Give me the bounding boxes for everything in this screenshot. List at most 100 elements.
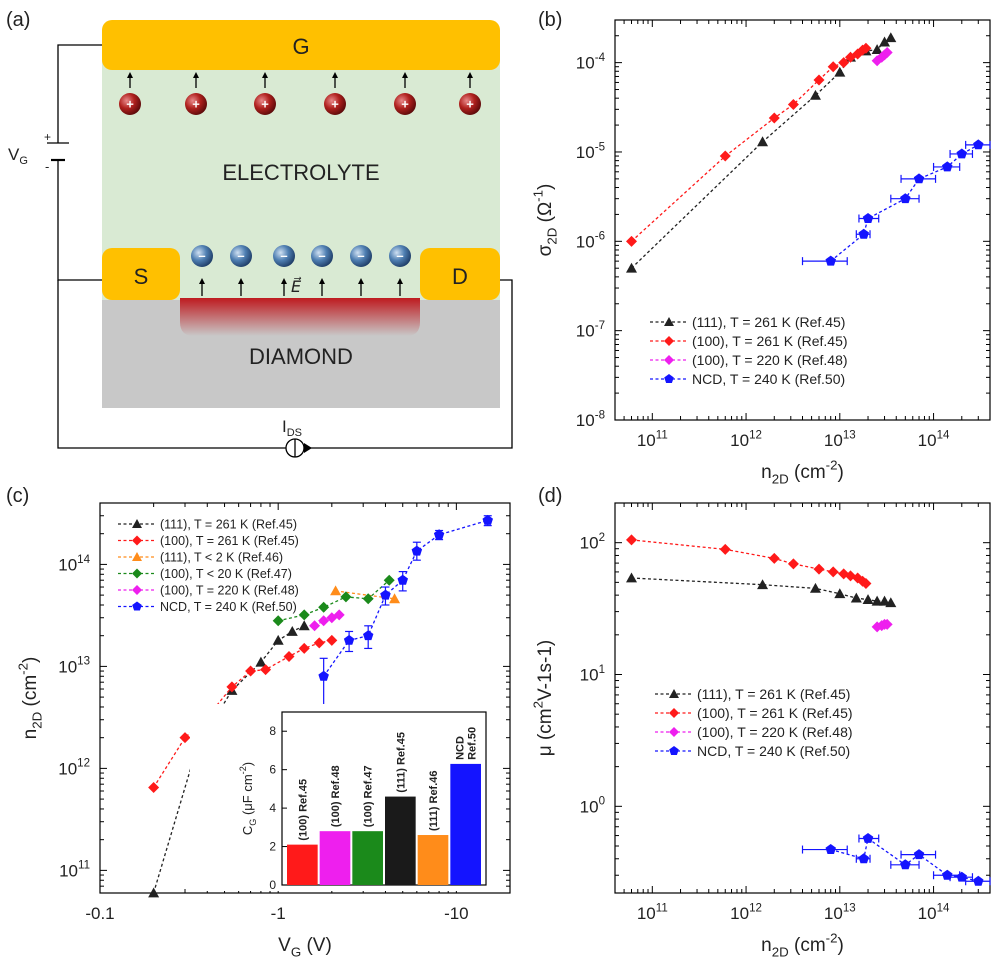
data-point (900, 859, 911, 870)
inset-bar (385, 796, 416, 885)
cation-ion (324, 93, 346, 115)
data-point (757, 579, 769, 590)
x-tick-label: 1012 (730, 902, 762, 923)
inset-bar-label: (100) Ref.45 (297, 779, 309, 841)
data-point (226, 681, 238, 693)
anion-sign: – (357, 248, 364, 263)
data-point (813, 74, 825, 86)
data-point (380, 589, 391, 600)
data-point (858, 853, 869, 864)
data-point (860, 578, 872, 590)
legend-entry: (100), T = 220 K (Ref.48) (697, 724, 853, 740)
y-tick-label: 102 (580, 532, 605, 553)
data-point (827, 566, 839, 578)
data-point (283, 651, 295, 663)
data-point (362, 593, 374, 605)
data-point (179, 732, 191, 744)
legend-entry: (100), T = 220 K (Ref.48) (692, 352, 848, 368)
y-tick-label: 100 (580, 796, 605, 817)
x-tick-label: 1013 (824, 902, 856, 923)
data-point (850, 592, 862, 603)
anion-ion (389, 245, 411, 267)
data-point (148, 781, 160, 793)
mobility-chart: 1011 1012 1013 1014 100 101 102 n2D (cm-2) μ (cm… (530, 502, 991, 960)
cation-sign: + (401, 97, 409, 112)
data-point (343, 634, 355, 645)
inset-y-tick-label: 4 (269, 801, 276, 815)
inset-bar-label: (100) Ref.47 (363, 765, 375, 827)
x-axis-title: n2D (cm-2) (761, 457, 844, 486)
gate-label: G (292, 34, 309, 59)
cation-ion (185, 93, 207, 115)
inset-y-tick-label: 0 (269, 878, 276, 892)
y-axis-title: σ2D (Ω-1) (530, 184, 559, 257)
data-point (860, 42, 872, 54)
legend-entry: (100), T = 261 K (Ref.45) (160, 534, 299, 548)
density-vs-voltage-chart: -0.1 -1 -10 1011 1012 1013 1014 VG (V) n2D (cm-2… (15, 502, 511, 960)
data-point (245, 665, 257, 677)
data-point (326, 634, 338, 646)
data-point (132, 601, 142, 611)
y-tick-label: 10-6 (576, 231, 605, 252)
conduction-channel (180, 298, 420, 336)
panel-label-b: (b) (538, 9, 562, 31)
data-point (669, 689, 679, 698)
data-point (132, 585, 142, 595)
data-point (383, 574, 395, 586)
data-point (900, 193, 911, 204)
legend-entry: (111), T < 2 K (Ref.46) (160, 551, 283, 565)
data-point (719, 543, 731, 555)
data-point (871, 595, 883, 606)
panel-label-d: (d) (538, 485, 562, 507)
source-electrode (102, 248, 180, 300)
anion-sign: – (198, 248, 205, 263)
anion-row: – – – – – – (191, 245, 411, 296)
series-line (631, 539, 867, 585)
data-point (132, 535, 142, 546)
data-point (942, 161, 953, 172)
x-tick-label: 1011 (637, 902, 668, 923)
data-point (132, 519, 142, 528)
data-point (318, 670, 329, 681)
anion-sign: – (237, 248, 244, 263)
anion-ion (191, 245, 213, 267)
data-point (272, 634, 284, 645)
legend-entry: NCD, T = 240 K (Ref.50) (692, 371, 845, 387)
inset-frame (281, 711, 487, 886)
x-tick-label: -10 (444, 904, 469, 923)
data-point (389, 593, 401, 604)
data-point (664, 355, 674, 365)
drain-label: D (452, 264, 468, 289)
data-point (272, 615, 284, 627)
data-point (132, 552, 142, 561)
y-tick-label: 1014 (58, 554, 90, 575)
legend-entry: NCD, T = 240 K (Ref.50) (160, 600, 297, 614)
data-point (626, 534, 638, 546)
anion-sign: – (280, 248, 287, 263)
cation-ion (459, 93, 481, 115)
data-point (879, 36, 891, 47)
y-axis-title: n2D (cm-2) (15, 657, 44, 740)
inset-y-tick-label: 8 (269, 724, 276, 738)
y-tick-label: 101 (580, 664, 605, 685)
inset-y-tick-label: 2 (269, 840, 276, 854)
data-point (286, 625, 298, 636)
cation-ion (119, 93, 141, 115)
data-point (132, 568, 142, 579)
inset-bar-label: (111) Ref.45 (395, 732, 407, 793)
battery-minus-sign: - (45, 159, 49, 174)
inset-bar (352, 831, 383, 885)
x-axis-title: n2D (cm-2) (761, 930, 844, 959)
data-point (340, 591, 352, 603)
data-point (298, 642, 310, 654)
data-point (827, 61, 839, 73)
inset-bar (319, 831, 351, 885)
data-point (879, 595, 891, 606)
x-tick-label: 1013 (824, 429, 856, 450)
electrolyte-label: ELECTROLYTE (222, 160, 379, 185)
inset-bar (417, 835, 449, 885)
data-point (885, 32, 897, 43)
data-point (669, 746, 679, 755)
data-point (881, 618, 893, 630)
